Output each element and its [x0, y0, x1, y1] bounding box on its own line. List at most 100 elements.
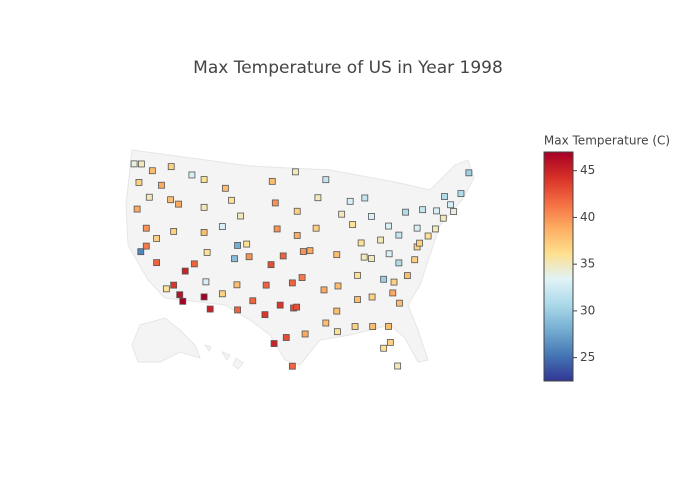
station-marker	[130, 160, 138, 168]
station-marker	[395, 231, 403, 239]
station-marker	[179, 297, 187, 305]
station-marker	[133, 205, 141, 213]
station-marker	[346, 197, 354, 205]
station-marker	[380, 275, 388, 283]
station-marker	[389, 289, 397, 297]
station-marker	[314, 194, 322, 202]
station-marker	[351, 323, 359, 330]
markers	[130, 160, 473, 370]
station-marker	[142, 224, 150, 232]
station-marker	[288, 279, 296, 287]
station-marker	[386, 338, 394, 346]
station-marker	[167, 163, 175, 171]
station-marker	[137, 160, 145, 168]
station-marker	[312, 224, 320, 232]
station-marker	[158, 181, 165, 189]
station-marker	[293, 207, 301, 215]
station-marker	[368, 293, 376, 301]
station-marker	[298, 274, 306, 281]
station-marker	[243, 240, 251, 248]
station-marker	[395, 259, 403, 267]
colorbar-tick-label: 45	[580, 163, 595, 177]
station-marker	[268, 177, 276, 185]
station-marker	[293, 232, 301, 239]
station-marker	[403, 272, 411, 280]
station-marker	[301, 330, 309, 338]
chart-title: Max Temperature of US in Year 1998	[193, 58, 503, 78]
station-marker	[153, 259, 161, 267]
hawaii	[203, 344, 244, 370]
station-marker	[148, 167, 156, 175]
station-marker	[200, 203, 208, 211]
station-marker	[291, 168, 299, 176]
station-marker	[424, 232, 432, 240]
station-marker	[394, 362, 402, 370]
alaska	[131, 317, 201, 363]
station-marker	[390, 278, 398, 286]
station-marker	[333, 328, 341, 336]
station-marker	[377, 236, 385, 244]
station-marker	[333, 251, 341, 259]
station-marker	[441, 193, 448, 200]
station-marker	[245, 253, 253, 261]
station-marker	[333, 307, 341, 315]
station-marker	[276, 301, 284, 309]
station-marker	[361, 194, 369, 202]
station-marker	[262, 281, 270, 289]
station-marker	[288, 362, 296, 370]
station-marker	[439, 214, 447, 222]
station-marker	[234, 242, 241, 249]
station-marker	[233, 281, 241, 289]
station-marker	[261, 311, 269, 319]
station-marker	[457, 190, 465, 197]
station-marker	[218, 223, 226, 231]
station-marker	[385, 222, 392, 230]
station-marker	[273, 225, 281, 233]
station-marker	[218, 290, 226, 298]
colorbar-tick-label: 35	[580, 257, 595, 271]
station-marker	[413, 224, 421, 232]
station-marker	[237, 212, 245, 220]
station-marker	[282, 334, 290, 341]
station-marker	[357, 239, 365, 247]
station-marker	[145, 193, 153, 201]
station-marker	[368, 213, 375, 220]
station-marker	[162, 285, 170, 293]
station-marker	[221, 184, 229, 192]
station-marker	[368, 255, 375, 262]
station-marker	[137, 248, 145, 256]
station-marker	[135, 179, 143, 186]
station-marker	[293, 303, 301, 311]
station-marker	[431, 225, 439, 233]
station-marker	[320, 286, 328, 294]
colorbar-tick-label: 25	[580, 350, 595, 364]
station-marker	[170, 227, 178, 235]
station-marker	[465, 169, 473, 177]
station-marker	[433, 207, 441, 215]
station-marker	[396, 299, 403, 307]
station-marker	[271, 199, 279, 207]
station-marker	[354, 271, 361, 279]
station-marker	[200, 293, 208, 301]
station-marker	[322, 319, 330, 327]
station-marker	[234, 306, 241, 314]
station-marker	[349, 221, 357, 228]
station-marker	[416, 239, 423, 247]
station-marker	[402, 208, 409, 216]
station-marker	[354, 296, 361, 303]
station-marker	[385, 322, 392, 330]
colorbar-tick-label: 40	[580, 210, 595, 224]
station-marker	[206, 305, 214, 313]
station-marker	[142, 242, 150, 250]
station-marker	[360, 253, 368, 261]
station-marker	[450, 208, 458, 215]
station-marker	[369, 323, 377, 330]
station-marker	[411, 256, 419, 264]
station-marker	[153, 235, 161, 242]
colorbar-tick-label: 30	[580, 303, 595, 317]
station-marker	[181, 267, 189, 275]
station-marker	[419, 206, 427, 214]
station-marker	[299, 248, 307, 255]
station-marker	[334, 282, 342, 290]
